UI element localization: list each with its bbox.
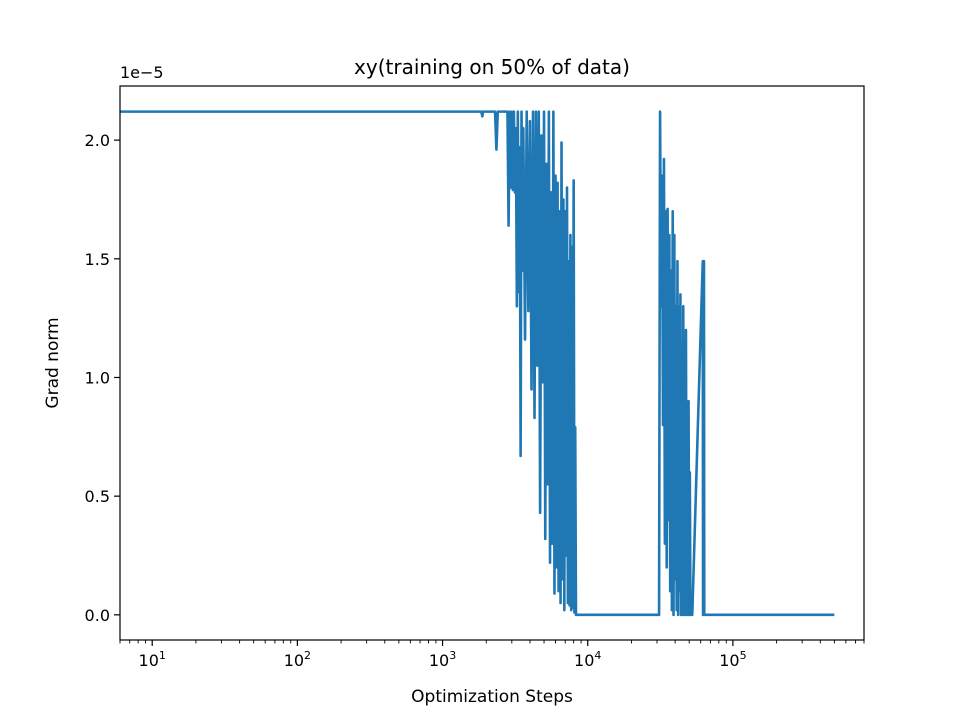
y-tick-label: 0.5 [85, 487, 110, 506]
x-tick-label: 105 [719, 649, 746, 670]
series-line [120, 110, 835, 617]
y-axis-label: Grad norm [43, 317, 63, 408]
plot-clip [120, 110, 835, 617]
chart-title: xy(training on 50% of data) [354, 55, 630, 79]
x-tick-label: 104 [574, 649, 601, 670]
y-tick-label: 2.0 [85, 131, 110, 150]
x-axis-label: Optimization Steps [411, 687, 573, 707]
x-tick-label: 102 [284, 649, 311, 670]
y-axis-ticks: 0.0 0.5 1.0 1.5 2.0 [85, 131, 120, 625]
plot-area-frame [119, 85, 865, 641]
x-tick-label: 103 [429, 649, 456, 670]
x-tick-label: 101 [139, 649, 166, 670]
x-axis-ticks: 101 102 103 104 105 [119, 640, 865, 670]
y-tick-label: 1.5 [85, 250, 110, 269]
y-offset-text: 1e−5 [120, 63, 164, 82]
y-tick-label: 0.0 [85, 606, 110, 625]
y-tick-label: 1.0 [85, 368, 110, 387]
